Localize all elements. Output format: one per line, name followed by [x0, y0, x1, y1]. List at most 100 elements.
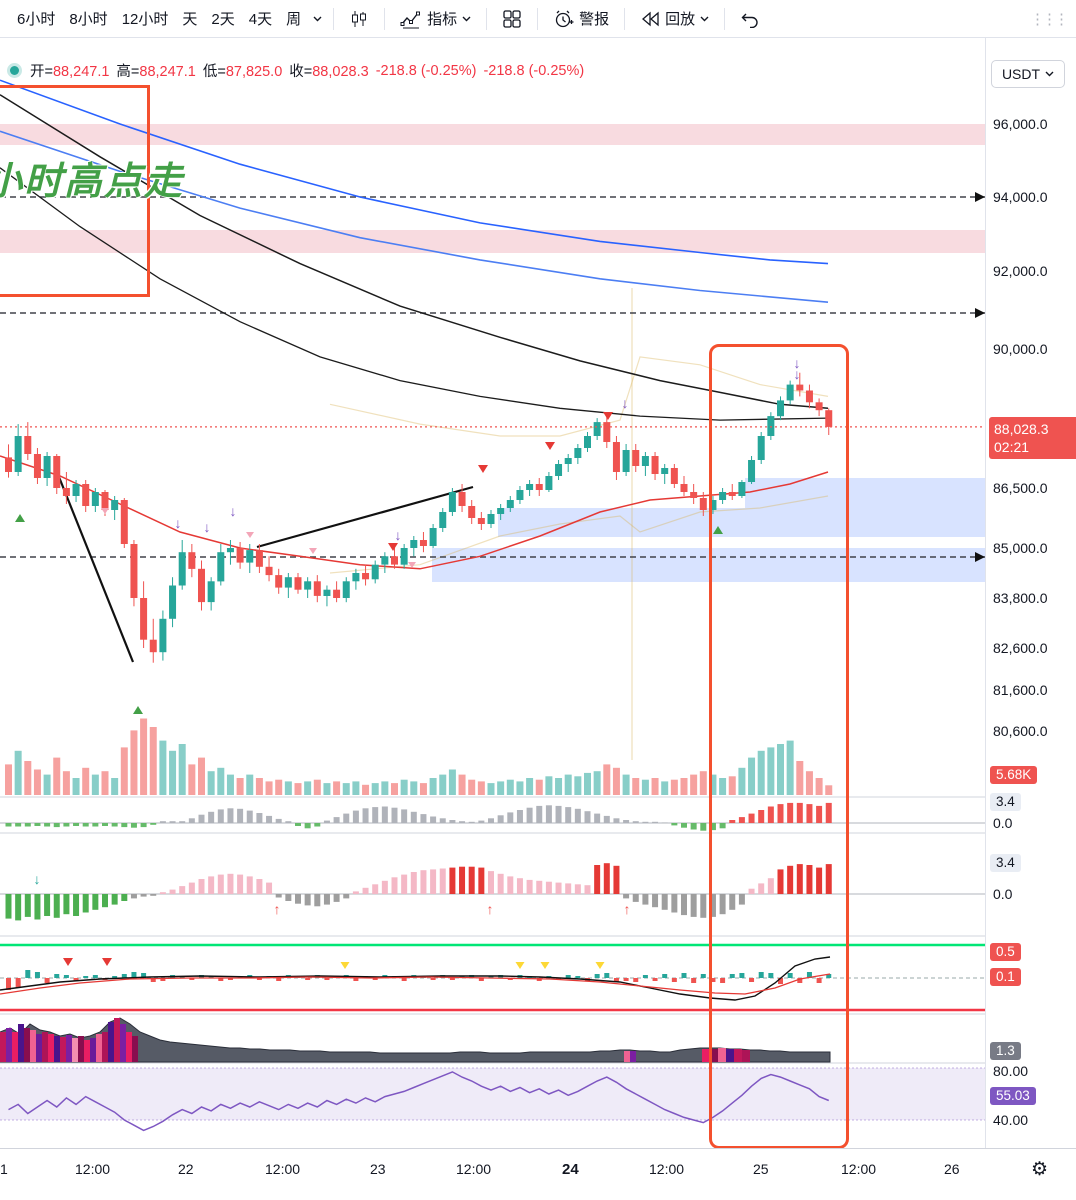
divider — [333, 7, 335, 30]
chart-style-button[interactable] — [342, 5, 376, 33]
scale-label: 80.00 — [993, 1063, 1029, 1079]
time-label: 24 — [562, 1161, 579, 1178]
change-value: -218.8 (-0.25%) — [375, 62, 477, 79]
time-label: 12:00 — [75, 1161, 111, 1177]
annotation-box-breakout[interactable] — [709, 344, 849, 1148]
scale-label: 85,000.0 — [993, 540, 1048, 556]
signal-marker-icon — [515, 962, 525, 969]
scale-label: 82,600.0 — [993, 640, 1048, 656]
chevron-down-icon — [700, 16, 709, 21]
time-label: 12:00 — [649, 1161, 685, 1177]
annotation-box-topleft[interactable] — [0, 85, 150, 297]
indicators-label: 指标 — [427, 11, 458, 28]
arrow-marker-icon: ↓ — [175, 515, 182, 531]
layout-grid-icon — [503, 9, 521, 28]
arrow-marker-icon: ↓ — [794, 355, 801, 371]
indicator-value-badge: 3.4 — [990, 854, 1021, 872]
annotation-text[interactable]: 小时高点走 — [0, 161, 185, 203]
ohlc-item: 低=87,825.0 — [202, 64, 283, 80]
time-label: 12:00 — [456, 1161, 492, 1177]
ohlc-item: 开=88,247.1 — [30, 64, 110, 80]
chart-stage: ↓ ↓ ↓ ↓ ↓ ↓ ↓ ↑ ↑ ↑ ↓ 开=88,247.1 高=88,247.1 低=87,825… — [0, 38, 985, 1148]
time-label: 22 — [178, 1161, 194, 1177]
toolbar: 6小时 8小时 12小时天 2天 4天周 指标 警报 回放 — [0, 0, 1076, 38]
scale-label: 96,000.0 — [993, 116, 1048, 132]
timeframe-天[interactable]: 天 — [175, 4, 204, 33]
ohlc-item: 收=88,028.3 — [289, 64, 369, 80]
window-grip-icon[interactable]: ⋮⋮⋮ — [1030, 10, 1069, 28]
indicator-value-badge: 1.3 — [990, 1042, 1021, 1060]
ohlc-legend: 开=88,247.1 高=88,247.1 低=87,825.0 收=88,028.3… — [10, 60, 584, 81]
sell-marker-icon — [102, 958, 112, 966]
buy-marker-icon — [713, 526, 723, 534]
undo-button[interactable] — [733, 6, 767, 32]
timeframe-2天[interactable]: 2天 — [204, 4, 241, 33]
signal-marker-icon — [309, 548, 317, 554]
price-scale[interactable]: USDT 96,000.0 94,000.0 92,000.0 90,000.0 88,… — [985, 38, 1076, 1148]
timeframe-4天[interactable]: 4天 — [242, 4, 279, 33]
indicator-value-badge: 0.5 — [990, 943, 1021, 961]
arrow-marker-icon: ↓ — [230, 503, 237, 519]
currency-label: USDT — [1001, 66, 1041, 82]
sell-marker-icon — [63, 958, 73, 966]
time-label: 12:00 — [265, 1161, 301, 1177]
scale-label: 80,600.0 — [993, 723, 1048, 739]
divider — [486, 7, 488, 30]
time-label: 26 — [944, 1161, 960, 1177]
scale-label: 94,000.0 — [993, 189, 1048, 205]
indicator-value-badge: 5.68K — [990, 766, 1038, 784]
candlestick-icon — [352, 10, 367, 27]
scale-label: 83,800.0 — [993, 590, 1048, 606]
timeframe-6小时[interactable]: 6小时 — [10, 4, 62, 33]
signal-marker-icon — [246, 532, 254, 538]
scale-label: 0.0 — [993, 815, 1013, 831]
timeframe-dropdown-button[interactable] — [310, 12, 325, 26]
timeframe-group: 6小时 8小时 12小时天 2天 4天周 — [10, 4, 308, 33]
time-axis[interactable]: ⚙ 1 12:00 22 12:00 23 12:00 24 12:00 25 12:00 26 — [0, 1148, 1076, 1200]
chevron-down-icon — [462, 16, 471, 21]
alert-button[interactable]: 警报 — [546, 4, 616, 33]
scale-label: 81,600.0 — [993, 682, 1048, 698]
indicators-button[interactable]: 指标 — [393, 4, 478, 33]
arrow-marker-icon: ↑ — [274, 901, 281, 917]
settings-gear-icon[interactable]: ⚙ — [1025, 1157, 1054, 1182]
arrow-marker-icon: ↑ — [487, 901, 494, 917]
scale-label: 0.0 — [993, 886, 1013, 902]
divider — [537, 7, 539, 30]
indicator-value-badge: 0.1 — [990, 968, 1021, 986]
undo-arrow-icon — [741, 13, 758, 28]
chevron-down-icon — [1045, 71, 1054, 77]
signal-marker-icon — [595, 962, 605, 969]
arrow-marker-icon: ↓ — [204, 519, 211, 535]
sell-marker-icon — [545, 442, 555, 450]
arrow-marker-icon: ↑ — [624, 901, 631, 917]
currency-selector[interactable]: USDT — [991, 60, 1065, 88]
signal-marker-icon — [408, 562, 416, 568]
sell-marker-icon — [388, 543, 398, 551]
scale-label: 86,500.0 — [993, 480, 1048, 496]
sell-marker-icon — [603, 412, 613, 420]
indicators-icon — [400, 11, 421, 28]
time-label: 12:00 — [841, 1161, 877, 1177]
time-label: 1 — [0, 1161, 8, 1177]
replay-label: 回放 — [665, 11, 696, 28]
time-label: 25 — [753, 1161, 769, 1177]
divider — [624, 7, 626, 30]
scale-label: 92,000.0 — [993, 263, 1048, 279]
divider — [384, 7, 386, 30]
alert-label: 警报 — [579, 11, 610, 28]
signal-marker-icon — [540, 962, 550, 969]
buy-marker-icon — [133, 706, 143, 714]
arrow-marker-icon: ↓ — [794, 366, 801, 382]
timeframe-12小时[interactable]: 12小时 — [115, 4, 176, 33]
timeframe-8小时[interactable]: 8小时 — [62, 4, 114, 33]
replay-button[interactable]: 回放 — [633, 4, 716, 33]
indicator-value-badge: 3.4 — [990, 793, 1021, 811]
alarm-clock-icon — [555, 10, 574, 27]
indicator-value-badge: 55.03 — [990, 1087, 1036, 1105]
layout-button[interactable] — [495, 5, 529, 33]
arrow-marker-icon: ↓ — [622, 395, 629, 411]
timeframe-周[interactable]: 周 — [279, 4, 308, 33]
price-chart[interactable]: ↓ ↓↓↓↓↓↓↑ ↑ ↑↓ — [0, 38, 985, 1148]
sell-marker-icon — [478, 465, 488, 473]
